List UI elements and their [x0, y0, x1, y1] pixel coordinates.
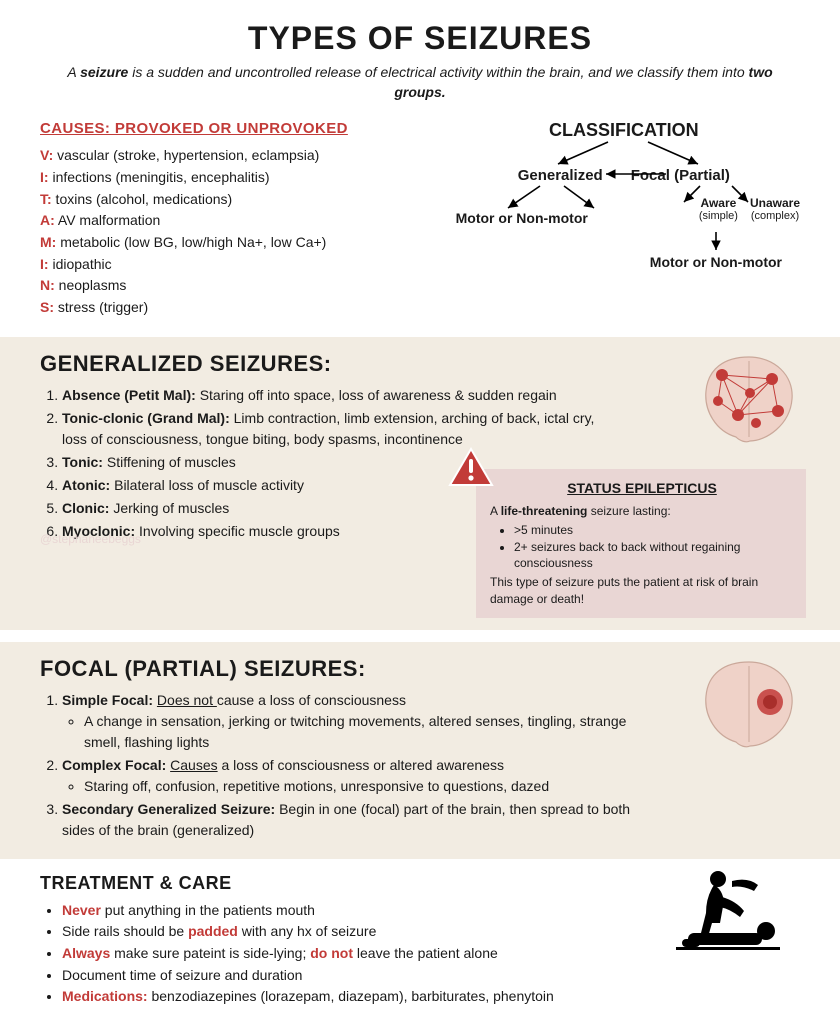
status-lead: A life-threatening seizure lasting:	[490, 503, 794, 520]
classification-tree: CLASSIFICATION Generalized Focal (Partia…	[448, 120, 800, 319]
list-item: Absence (Petit Mal): Staring off into sp…	[62, 385, 600, 406]
classification-row-main: Generalized Focal (Partial)	[448, 167, 800, 184]
causes-item: A: AV malformation	[40, 210, 428, 232]
causes-item: I: infections (meningitis, encephalitis)	[40, 167, 428, 189]
credit-watermark: @stephaneebeggs	[40, 532, 141, 546]
warning-icon	[448, 447, 494, 489]
causes-heading: CAUSES: PROVOKED OR UNPROVOKED	[40, 120, 428, 137]
treatment-section: TREATMENT & CARE Never put anything in t…	[0, 859, 840, 1024]
status-list: >5 minutes 2+ seizures back to back with…	[514, 522, 794, 572]
list-item: Staring off, confusion, repetitive motio…	[84, 776, 660, 797]
focal-list: Simple Focal: Does not cause a loss of c…	[40, 690, 660, 841]
list-item: Secondary Generalized Seizure: Begin in …	[62, 799, 660, 841]
list-item: Medications: benzodiazepines (lorazepam,…	[62, 986, 800, 1008]
status-title: STATUS EPILEPTICUS	[490, 479, 794, 499]
classification-motor-right: Motor or Non-motor	[650, 254, 782, 270]
classification-focal: Focal (Partial)	[631, 167, 730, 184]
generalized-section: GENERALIZED SEIZURES: Absence (Petit Mal…	[0, 337, 840, 630]
causes-item: I: idiopathic	[40, 254, 428, 276]
list-item: Tonic-clonic (Grand Mal): Limb contracti…	[62, 408, 600, 450]
page-subtitle: A seizure is a sudden and uncontrolled r…	[60, 63, 780, 102]
causes-item: N: neoplasms	[40, 275, 428, 297]
classification-aware-row: Aware(simple) Unaware(complex)	[699, 196, 800, 222]
classification-title: CLASSIFICATION	[448, 120, 800, 141]
focal-heading: FOCAL (PARTIAL) SEIZURES:	[40, 656, 800, 682]
list-item: >5 minutes	[514, 522, 794, 539]
list-item: Complex Focal: Causes a loss of consciou…	[62, 755, 660, 797]
focal-section: FOCAL (PARTIAL) SEIZURES: Simple Focal: …	[0, 642, 840, 859]
classification-unaware: Unaware(complex)	[750, 196, 800, 222]
status-foot: This type of seizure puts the patient at…	[490, 574, 794, 608]
list-item: Document time of seizure and duration	[62, 965, 800, 987]
classification-aware: Aware(simple)	[699, 196, 738, 222]
list-item: Simple Focal: Does not cause a loss of c…	[62, 690, 660, 753]
generalized-heading: GENERALIZED SEIZURES:	[40, 351, 800, 377]
causes-item: S: stress (trigger)	[40, 297, 428, 319]
causes-box: CAUSES: PROVOKED OR UNPROVOKED V: vascul…	[40, 120, 428, 319]
list-item: A change in sensation, jerking or twitch…	[84, 711, 660, 753]
causes-item: V: vascular (stroke, hypertension, eclam…	[40, 145, 428, 167]
page: TYPES OF SEIZURES A seizure is a sudden …	[0, 0, 840, 1024]
header: TYPES OF SEIZURES A seizure is a sudden …	[0, 0, 840, 114]
causes-item: T: toxins (alcohol, medications)	[40, 189, 428, 211]
top-row: CAUSES: PROVOKED OR UNPROVOKED V: vascul…	[0, 114, 840, 337]
recovery-position-icon	[662, 867, 792, 957]
causes-list: V: vascular (stroke, hypertension, eclam…	[40, 145, 428, 319]
page-title: TYPES OF SEIZURES	[60, 20, 780, 57]
list-item: 2+ seizures back to back without regaini…	[514, 539, 794, 573]
brain-focal-icon	[694, 656, 804, 752]
causes-item: M: metabolic (low BG, low/high Na+, low …	[40, 232, 428, 254]
classification-generalized: Generalized	[518, 167, 603, 184]
status-epilepticus-box: STATUS EPILEPTICUS A life-threatening se…	[476, 469, 806, 617]
brain-network-icon	[694, 351, 804, 447]
